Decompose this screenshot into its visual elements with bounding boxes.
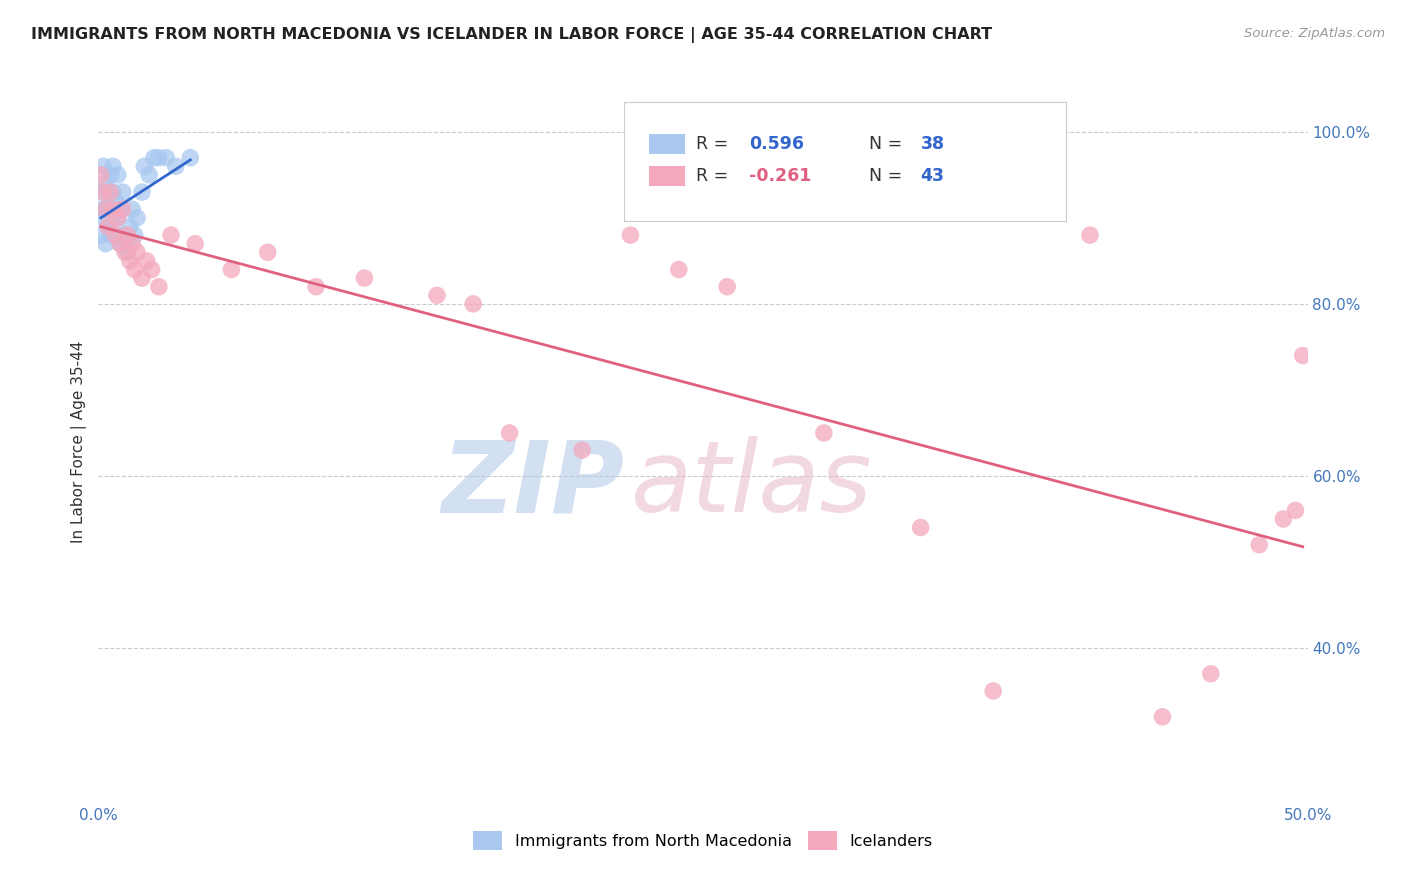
Point xyxy=(131,271,153,285)
Point xyxy=(90,228,112,243)
Text: -0.261: -0.261 xyxy=(749,167,811,185)
Point xyxy=(91,159,114,173)
Text: N =: N = xyxy=(869,135,907,153)
Point xyxy=(90,202,112,217)
Point xyxy=(94,236,117,251)
Point xyxy=(165,159,187,173)
Point xyxy=(121,202,143,217)
Point xyxy=(571,443,593,458)
Point xyxy=(100,202,122,217)
Point xyxy=(107,168,129,182)
Point xyxy=(121,236,143,251)
Point xyxy=(134,159,156,173)
Point xyxy=(97,219,120,234)
Point xyxy=(305,279,328,293)
Point xyxy=(100,185,122,199)
Point xyxy=(127,211,149,225)
Point xyxy=(94,177,117,191)
Point xyxy=(498,425,520,440)
Point xyxy=(619,228,641,243)
Point xyxy=(118,219,141,234)
Text: R =: R = xyxy=(696,167,734,185)
Legend: Immigrants from North Macedonia, Icelanders: Immigrants from North Macedonia, Iceland… xyxy=(467,825,939,856)
Text: atlas: atlas xyxy=(630,436,872,533)
Point xyxy=(135,253,157,268)
Text: Source: ZipAtlas.com: Source: ZipAtlas.com xyxy=(1244,27,1385,40)
Point xyxy=(107,211,129,225)
Point xyxy=(90,168,112,182)
Point xyxy=(100,168,122,182)
Point xyxy=(101,202,124,217)
Point xyxy=(1152,710,1174,724)
Point xyxy=(813,425,835,440)
Point xyxy=(94,202,117,217)
Text: N =: N = xyxy=(869,167,907,185)
Text: 0.596: 0.596 xyxy=(749,135,804,153)
Point xyxy=(100,228,122,243)
Point xyxy=(1078,228,1101,243)
Point xyxy=(111,228,134,243)
Point xyxy=(353,271,375,285)
Point xyxy=(1272,512,1295,526)
Point xyxy=(155,151,177,165)
Point xyxy=(124,262,146,277)
Point xyxy=(108,236,131,251)
Point xyxy=(111,185,134,199)
Point xyxy=(104,228,127,243)
Point xyxy=(148,151,170,165)
FancyBboxPatch shape xyxy=(648,134,685,154)
FancyBboxPatch shape xyxy=(648,166,685,186)
Point xyxy=(1292,349,1315,363)
FancyBboxPatch shape xyxy=(624,102,1066,221)
Point xyxy=(1249,538,1271,552)
Point xyxy=(104,228,127,243)
Point xyxy=(138,168,160,182)
Point xyxy=(114,245,136,260)
Point xyxy=(668,262,690,277)
Point xyxy=(426,288,449,302)
Text: ZIP: ZIP xyxy=(441,436,624,533)
Text: R =: R = xyxy=(696,135,734,153)
Point xyxy=(94,202,117,217)
Point xyxy=(91,185,114,199)
Point xyxy=(118,253,141,268)
Point xyxy=(148,279,170,293)
Point xyxy=(91,211,114,225)
Point xyxy=(124,228,146,243)
Point xyxy=(108,236,131,251)
Point xyxy=(463,297,485,311)
Point xyxy=(716,279,738,293)
Point xyxy=(114,236,136,251)
Point xyxy=(111,202,134,217)
Point xyxy=(184,236,207,251)
Point xyxy=(1284,503,1306,517)
Point xyxy=(143,151,166,165)
Point xyxy=(107,211,129,225)
Point xyxy=(101,211,124,225)
Point xyxy=(91,185,114,199)
Point xyxy=(97,185,120,199)
Point xyxy=(179,151,201,165)
Point xyxy=(981,684,1004,698)
Point xyxy=(131,185,153,199)
Point xyxy=(108,202,131,217)
Point xyxy=(104,194,127,208)
Point xyxy=(127,245,149,260)
Point xyxy=(1199,666,1222,681)
Point xyxy=(101,185,124,199)
Text: 43: 43 xyxy=(921,167,945,185)
Point xyxy=(101,159,124,173)
Point xyxy=(141,262,163,277)
Point xyxy=(221,262,243,277)
Point xyxy=(117,228,139,243)
Y-axis label: In Labor Force | Age 35-44: In Labor Force | Age 35-44 xyxy=(72,341,87,542)
Text: 38: 38 xyxy=(921,135,945,153)
Point xyxy=(160,228,183,243)
Text: IMMIGRANTS FROM NORTH MACEDONIA VS ICELANDER IN LABOR FORCE | AGE 35-44 CORRELAT: IMMIGRANTS FROM NORTH MACEDONIA VS ICELA… xyxy=(31,27,993,43)
Point xyxy=(256,245,278,260)
Point xyxy=(97,219,120,234)
Point xyxy=(910,520,932,534)
Point xyxy=(117,245,139,260)
